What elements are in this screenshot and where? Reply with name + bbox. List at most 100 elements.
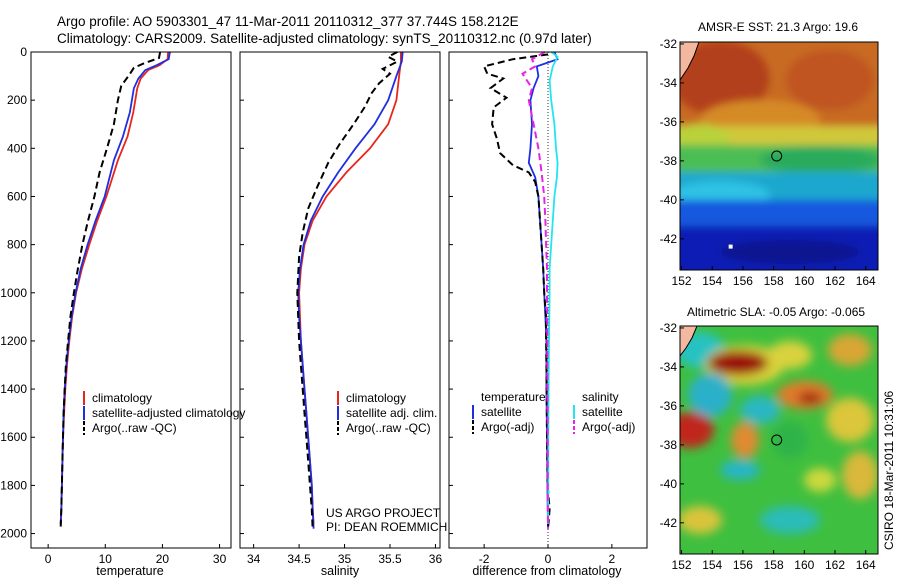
temperature-series-group bbox=[59, 51, 171, 528]
sla-yellow-patch-5 bbox=[804, 468, 836, 492]
difference-legend: temperature satellite Argo(-adj) salinit… bbox=[468, 386, 636, 438]
sla-yellow-patch-1 bbox=[768, 341, 812, 369]
sla-map-panel: Altimetric SLA: -0.05 Argo: -0.065 bbox=[660, 305, 879, 572]
sla-map-title: Altimetric SLA: -0.05 Argo: -0.065 bbox=[687, 305, 865, 319]
salinity-legend: climatology satellite adj. clim. Argo(..… bbox=[337, 391, 437, 435]
y-tick-label: 1800 bbox=[0, 478, 27, 492]
x-tick-label: 156 bbox=[733, 274, 753, 288]
series-line-satellite-adjusted-climatology bbox=[59, 51, 171, 524]
y-tick-label: 200 bbox=[7, 93, 27, 107]
x-tick-label: 34.5 bbox=[287, 552, 311, 566]
header-line-1: Argo profile: AO 5903301_47 11-Mar-2011 … bbox=[57, 14, 519, 29]
y-tick-label: -34 bbox=[660, 360, 678, 374]
sla-cyan-patch-5 bbox=[760, 506, 820, 534]
x-tick-label: -2 bbox=[479, 552, 490, 566]
x-tick-label: 35 bbox=[338, 552, 352, 566]
x-tick-label: 160 bbox=[794, 274, 814, 288]
sst-white-dot bbox=[728, 244, 733, 249]
temperature-x-label: temperature bbox=[96, 564, 163, 578]
temperature-axes-box bbox=[30, 51, 232, 549]
y-tick-label: 1000 bbox=[0, 286, 27, 300]
series-line-salinity-satellite bbox=[547, 51, 559, 524]
sla-high-core-3 bbox=[680, 412, 714, 448]
sla-coastline bbox=[680, 326, 698, 357]
sla-heatmap bbox=[680, 326, 878, 554]
legend-label-temp-satellite: satellite bbox=[481, 405, 522, 419]
difference-y-ticks bbox=[449, 51, 453, 535]
legend-label-climatology: climatology bbox=[346, 391, 406, 405]
legend-label-sal-satellite: satellite bbox=[582, 405, 623, 419]
temperature-panel: 0 10 20 30 0 200 400 600 800 1000 1200 1400 1600 180… bbox=[0, 45, 245, 578]
sst-heatmap bbox=[680, 42, 878, 270]
x-tick-label: 158 bbox=[764, 274, 784, 288]
y-tick-label: 1200 bbox=[0, 334, 27, 348]
y-tick-label: 1400 bbox=[0, 382, 27, 396]
y-tick-label: 400 bbox=[7, 141, 27, 155]
y-tick-label: 2000 bbox=[0, 527, 27, 541]
x-tick-label: 152 bbox=[672, 274, 692, 288]
x-tick-label: 152 bbox=[672, 558, 692, 572]
sla-orange-patch-3 bbox=[731, 422, 759, 458]
pi-label: PI: DEAN ROEMMICH bbox=[326, 520, 447, 534]
y-tick-label: -34 bbox=[660, 76, 678, 90]
y-tick-label: -42 bbox=[660, 516, 678, 530]
x-tick-label: 162 bbox=[825, 558, 845, 572]
salinity-axes-box bbox=[239, 51, 441, 549]
legend-backdrop-salinity bbox=[566, 386, 636, 438]
sst-blue-band bbox=[680, 200, 878, 230]
sla-field bbox=[680, 332, 878, 534]
sla-land-coast bbox=[680, 326, 697, 356]
sst-green-patch bbox=[760, 146, 878, 174]
y-tick-label: -40 bbox=[660, 477, 678, 491]
legend-backdrop-temperature bbox=[468, 386, 544, 438]
y-tick-label: -36 bbox=[660, 115, 678, 129]
x-tick-label: 156 bbox=[733, 558, 753, 572]
y-tick-label: -36 bbox=[660, 399, 678, 413]
x-tick-label: 160 bbox=[794, 558, 814, 572]
sla-axes-box bbox=[679, 325, 879, 555]
salinity-y-ticks bbox=[240, 51, 244, 535]
argo-position-marker bbox=[771, 434, 783, 446]
sst-y-ticks: -32 -34 -36 -38 -40 -42 bbox=[660, 37, 684, 246]
sla-cyan-patch-4 bbox=[720, 460, 760, 480]
salinity-x-ticks: 34 34.5 35 35.5 36 bbox=[247, 544, 442, 566]
x-tick-label: 164 bbox=[856, 558, 876, 572]
sst-field bbox=[680, 42, 878, 270]
legend-title-salinity: salinity bbox=[582, 390, 619, 404]
y-tick-label: -38 bbox=[660, 154, 678, 168]
sla-cyan-patch-2 bbox=[688, 373, 732, 417]
x-tick-label: 0 bbox=[545, 552, 552, 566]
project-label: US ARGO PROJECT bbox=[326, 506, 441, 520]
y-tick-label: 0 bbox=[20, 45, 27, 59]
x-tick-label: 164 bbox=[856, 274, 876, 288]
sst-warm-core-east bbox=[786, 50, 874, 110]
legend-label-argo: Argo(..raw -QC) bbox=[92, 421, 177, 435]
sla-green-patch bbox=[772, 422, 808, 458]
sla-yellow-patch-3 bbox=[842, 451, 878, 499]
x-tick-label: 36 bbox=[429, 552, 443, 566]
sst-map-title: AMSR-E SST: 21.3 Argo: 19.6 bbox=[698, 20, 858, 34]
legend-label-argo: Argo(..raw -QC) bbox=[346, 421, 431, 435]
y-tick-label: 600 bbox=[7, 189, 27, 203]
series-line-argo-raw-qc- bbox=[296, 51, 400, 530]
sla-cyan-patch-3 bbox=[740, 396, 780, 424]
difference-panel: -2 0 2 difference from climatology tempera… bbox=[448, 51, 648, 578]
y-tick-label: -32 bbox=[660, 321, 678, 335]
temperature-x-ticks: 0 10 20 30 bbox=[45, 544, 227, 566]
x-tick-label: 162 bbox=[825, 274, 845, 288]
series-line-temperature-argo-adj- bbox=[482, 53, 551, 529]
timestamp-stamp: CSIRO 18-Mar-2011 10:31:06 bbox=[882, 390, 896, 550]
legend-label-climatology: climatology bbox=[92, 391, 152, 405]
salinity-panel: 34 34.5 35 35.5 36 salinity climatology sate… bbox=[239, 51, 447, 578]
sla-orange-patch-1 bbox=[828, 334, 872, 366]
sst-warm-core-west bbox=[680, 42, 770, 116]
argo-position-marker bbox=[771, 150, 783, 162]
x-tick-label: 0 bbox=[45, 552, 52, 566]
x-tick-label: 20 bbox=[156, 552, 170, 566]
sla-high-core-1 bbox=[708, 351, 768, 375]
salinity-x-label: salinity bbox=[321, 564, 360, 578]
series-line-argo-raw-qc- bbox=[59, 51, 162, 528]
legend-label-satellite-adjusted: satellite-adjusted climatology bbox=[92, 406, 245, 420]
y-tick-label: -42 bbox=[660, 232, 678, 246]
legend-label-satellite-adj: satellite adj. clim. bbox=[346, 406, 437, 420]
